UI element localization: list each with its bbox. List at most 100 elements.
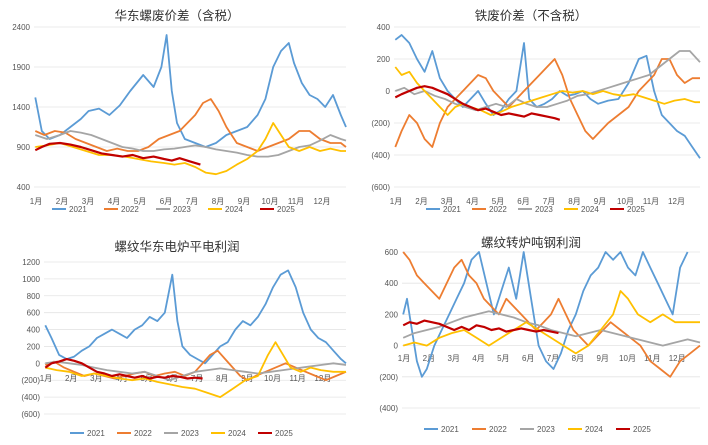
chart-svg: 400 200 0 (200) (400) (600)1月 2月 3月 4月 5月 6月 7月 8月 9月… [371,23,701,214]
legend-label: 2022 [489,425,507,434]
x-tick-label: 12月 [668,197,685,206]
x-tick-label: 11月 [288,197,304,206]
x-tick-label: 5月 [492,197,504,206]
x-tick-label: 9月 [594,197,606,206]
x-tick-label: 2月 [65,374,77,383]
x-tick-label: 6月 [517,197,529,206]
x-tick-label: 2月 [56,197,68,206]
x-tick-label: 9月 [241,374,253,383]
x-tick-label: 1月 [30,197,42,206]
series-line-2022 [34,98,347,152]
legend-label: 2022 [489,205,507,214]
series-line-2021 [394,34,701,159]
series-line-2021 [34,34,347,148]
series-line-2024 [35,122,346,176]
x-tick-label: 4月 [108,197,120,206]
y-tick-label: 1900 [12,63,30,72]
x-tick-label: 1月 [390,197,402,206]
x-tick-label: 10月 [262,197,279,206]
y-tick-label: 400 [377,23,391,32]
legend-label: 2024 [228,429,246,438]
series-line-2023 [45,360,347,382]
x-tick-label: 9月 [596,354,608,363]
x-tick-label: 11月 [644,354,660,363]
legend-label: 2025 [277,205,295,214]
legend-label: 2025 [633,425,651,434]
series-line-2024 [402,290,700,355]
y-tick-label: 1200 [22,258,40,267]
x-tick-label: 8月 [216,374,228,383]
chart-title: 螺纹转炉吨钢利润 [480,236,581,250]
y-tick-label: 600 [385,248,399,257]
y-tick-label: 400 [385,279,399,288]
legend-label: 2024 [585,425,603,434]
y-tick-label: 0 [386,87,391,96]
chart-title: 华东螺废价差（含税） [114,9,240,23]
x-tick-label: 6月 [522,354,534,363]
y-tick-label: 0 [394,342,399,351]
legend-label: 2021 [441,425,459,434]
x-tick-label: 3月 [441,197,453,206]
series-line-2025 [394,85,561,121]
y-tick-label: (600) [21,410,40,419]
y-tick-label: 0 [36,359,41,368]
y-tick-label: (400) [371,151,390,160]
series-line-2021 [44,269,347,365]
y-tick-label: (200) [379,373,398,382]
legend-label: 2025 [275,429,293,438]
x-tick-label: 7月 [543,197,555,206]
chart-panel-iron-scrap-spread: 铁废价差（不含税） 400 200 0 (200) (400) (600) 1月 2月 3月 4月… [354,0,708,222]
series-line-2024 [45,341,346,399]
x-tick-label: 8月 [572,354,584,363]
y-tick-label: 1000 [22,275,40,284]
chart-panel-rebar-scrap-spread: 华东螺废价差（含税） 2400 1900 1400 900 400 1月 2月 3月 4月 5月 6… [0,0,354,222]
x-tick-label: 5月 [497,354,509,363]
x-tick-label: 3月 [82,197,94,206]
x-tick-label: 3月 [90,374,102,383]
series-line-2021 [402,251,689,378]
x-tick-label: 1月 [398,354,410,363]
x-tick-label: 2月 [415,197,427,206]
legend-label: 2023 [173,205,191,214]
y-tick-label: (200) [21,376,40,385]
x-tick-label: 7月 [186,197,198,206]
series-line-2023 [402,310,701,347]
chart-panel-eaf-profit: 螺纹华东电炉平电利润 1200 1000 800 600 400 200 0 (200) (40… [0,222,354,445]
x-tick-label: 5月 [134,197,146,206]
x-tick-label: 10月 [264,374,281,383]
y-tick-label: 800 [27,292,41,301]
chart-svg: 600 400 200 0 (200) (400) 1月 2月 3月 4月 5月 6月 7月 8月 9月 10… [379,248,701,434]
series-line-2025 [44,358,203,380]
x-tick-label: 12月 [314,197,331,206]
legend-label: 2021 [69,205,87,214]
legend-label: 2025 [627,205,645,214]
legend-label: 2024 [225,205,243,214]
x-tick-label: 11月 [290,374,306,383]
series-line-2024 [394,66,700,116]
legend-label: 2021 [87,429,105,438]
y-tick-label: 200 [377,55,391,64]
series-line-2025 [402,319,559,335]
y-tick-label: 200 [27,342,41,351]
x-tick-label: 4月 [466,197,478,206]
y-tick-label: 1400 [12,103,30,112]
y-tick-label: 900 [17,143,31,152]
y-tick-label: 400 [27,326,41,335]
x-tick-label: 4月 [472,354,484,363]
x-tick-label: 6月 [160,197,172,206]
x-tick-label: 6月 [166,374,178,383]
x-tick-label: 3月 [447,354,459,363]
x-tick-label: 7月 [547,354,559,363]
y-tick-label: 600 [27,309,41,318]
x-tick-label: 11月 [643,197,659,206]
chart-svg: 1200 1000 800 600 400 200 0 (200) (400) (600) 1月 2月… [21,258,347,438]
series-line-2023 [394,50,701,112]
x-tick-label: 1月 [40,374,52,383]
y-tick-label: (400) [21,393,40,402]
chart-panel-bof-profit: 螺纹转炉吨钢利润 600 400 200 0 (200) (400) 1月 2月 3月 4月 5月 6… [354,222,708,445]
legend-label: 2023 [181,429,199,438]
legend-label: 2022 [134,429,152,438]
y-tick-label: 400 [17,183,31,192]
legend-label: 2021 [443,205,461,214]
chart-title: 螺纹华东电炉平电利润 [114,240,240,254]
